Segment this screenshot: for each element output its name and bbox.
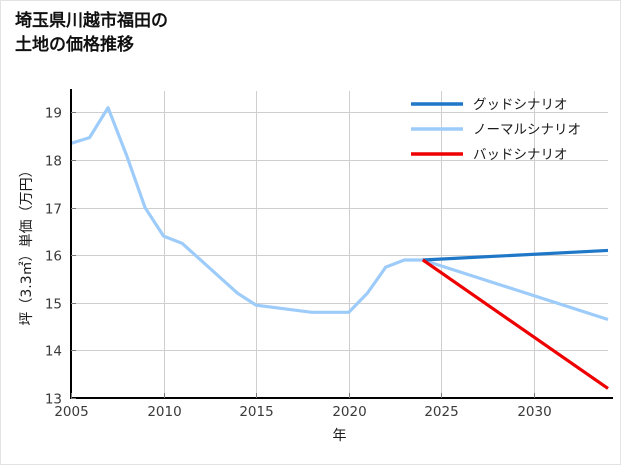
axis-titles-group: 年 坪（3.3㎡）単価（万円）	[19, 163, 347, 444]
y-tick-label: 17	[45, 202, 62, 218]
legend-label: バッドシナリオ	[473, 147, 568, 163]
chart-title: 埼玉県川越市福田の 土地の価格推移	[15, 11, 168, 56]
y-tick-label: 14	[45, 344, 62, 360]
x-tick-label: 2005	[54, 404, 88, 420]
x-tick-label: 2015	[239, 404, 273, 420]
series-line-bad	[421, 258, 609, 390]
y-tick-label: 13	[45, 392, 62, 408]
x-axis-title: 年	[333, 428, 347, 444]
legend-label: グッドシナリオ	[473, 97, 568, 113]
x-tick-label: 2020	[332, 404, 366, 420]
series-group	[70, 106, 609, 390]
y-axis-title: 坪（3.3㎡）単価（万円）	[19, 163, 35, 325]
y-tick-label: 15	[45, 297, 62, 313]
y-tick-label: 19	[45, 106, 62, 122]
x-tick-label: 2010	[147, 404, 181, 420]
gridlines-group	[71, 91, 608, 399]
series-line-good	[422, 248, 609, 262]
y-tick-label: 16	[45, 249, 62, 265]
series-line-normal	[70, 106, 609, 321]
x-tick-label: 2025	[424, 404, 458, 420]
tick-labels-group: 13 14 15 16 17 18 19 2005 2010 2015 2020 2025 2030	[45, 106, 552, 421]
legend-label: ノーマルシナリオ	[473, 122, 581, 138]
axes-group	[69, 89, 613, 400]
x-tick-label: 2030	[517, 404, 551, 420]
y-tick-label: 18	[45, 154, 62, 170]
